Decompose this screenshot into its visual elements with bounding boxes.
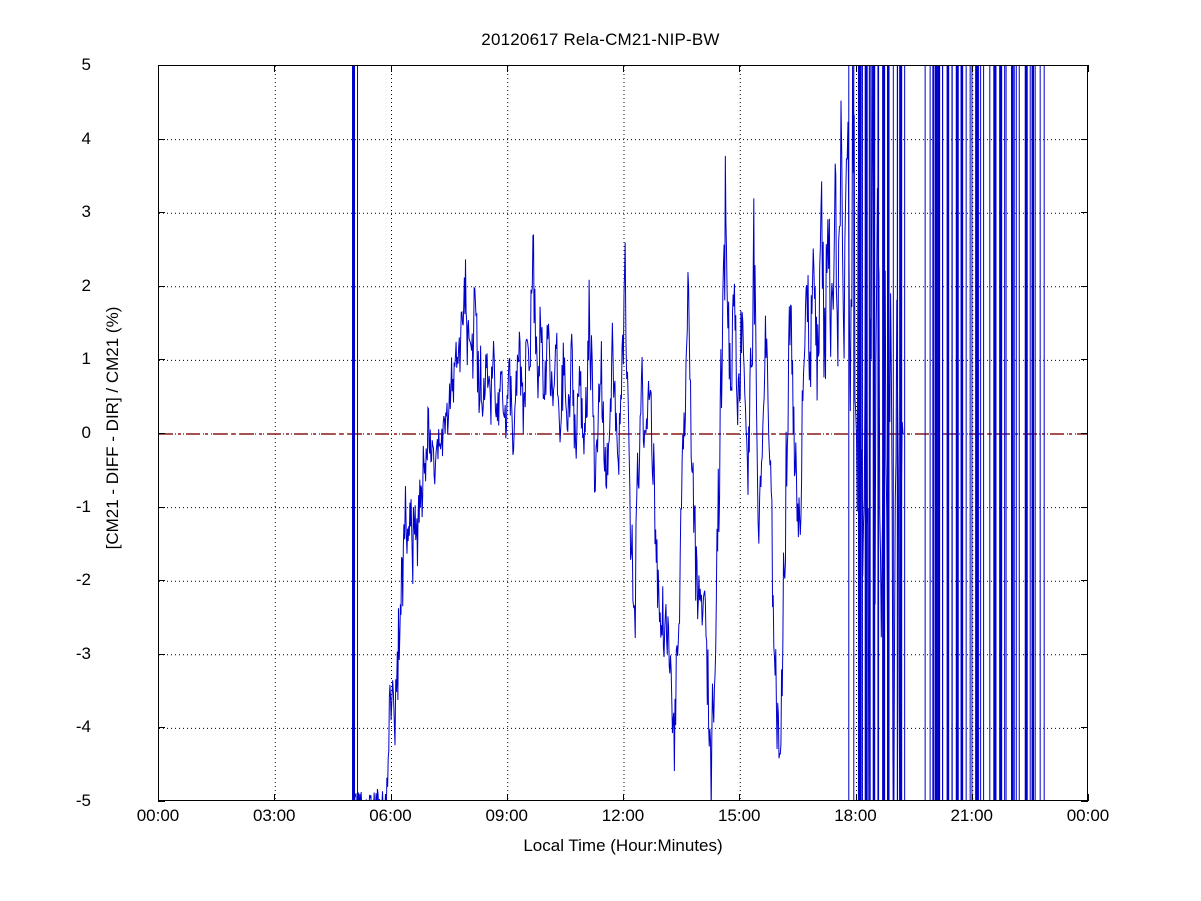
y-tick-mark-right [1081,727,1088,729]
y-tick-label: -1 [75,496,91,516]
plot-svg [159,66,1087,800]
x-tick-mark [1088,794,1089,801]
y-tick-mark [158,433,165,434]
x-tick-label: 12:00 [601,806,645,825]
y-tick-mark-right [1081,65,1088,66]
x-axis-label: Local Time (Hour:Minutes) [523,836,723,855]
x-tick-mark-top [971,65,973,72]
y-tick-mark [158,285,165,287]
x-tick-mark-top [506,65,508,72]
data-series-line [352,66,1045,800]
y-tick-mark-right [1081,580,1088,582]
y-tick-mark [158,138,165,140]
y-tick-mark-right [1081,285,1088,287]
y-tick-label: 1 [81,349,91,369]
page-title: 20120617 Rela-CM21-NIP-BW [481,30,720,49]
x-tick-mark-top [739,65,741,72]
y-tick-mark [158,506,165,508]
y-axis-label: [CM21 - DIFF - DIR] / CM21 (%) [103,306,122,550]
x-tick-mark [390,794,392,801]
x-tick-mark-top [623,65,624,72]
x-tick-label: 18:00 [834,806,877,825]
x-tick-label: 09:00 [485,806,529,825]
x-tick-label: 15:00 [717,806,761,825]
x-tick-mark [274,794,276,801]
y-tick-label: 2 [81,275,91,295]
plot-area [158,65,1088,801]
y-tick-mark [158,580,165,582]
y-tick-label: 3 [81,202,91,222]
y-tick-mark [158,801,165,802]
y-tick-label: 0 [81,423,91,442]
y-tick-label: -5 [75,791,91,810]
y-tick-mark-right [1081,653,1088,655]
x-tick-label: 00:00 [1066,806,1110,825]
y-tick-label: 4 [81,128,91,148]
y-tick-mark-right [1081,138,1088,140]
y-tick-mark [158,727,165,729]
x-tick-label: 03:00 [252,806,296,825]
x-tick-mark [506,794,508,801]
y-tick-mark-right [1081,212,1088,214]
y-tick-label: -4 [75,717,91,737]
x-tick-mark-top [1088,65,1089,72]
x-tick-mark [855,794,857,801]
x-tick-label: 06:00 [369,806,412,825]
y-tick-mark [158,65,165,66]
x-tick-mark-top [158,65,159,72]
y-tick-label: -3 [75,643,91,663]
y-tick-mark-right [1081,433,1088,434]
x-tick-mark-top [390,65,392,72]
y-tick-label: -2 [75,570,91,590]
y-tick-mark-right [1081,506,1088,508]
y-tick-mark-right [1081,359,1088,361]
x-tick-mark [739,794,741,801]
y-tick-mark [158,653,165,655]
y-tick-label: 5 [81,55,91,74]
x-tick-label: 00:00 [136,806,180,825]
x-tick-mark [971,794,973,801]
y-tick-mark-right [1081,801,1088,802]
y-tick-mark [158,359,165,361]
x-tick-label: 21:00 [950,806,994,825]
x-tick-mark [623,794,624,801]
x-tick-mark-top [274,65,276,72]
y-tick-mark [158,212,165,214]
x-tick-mark-top [855,65,857,72]
x-tick-mark [158,794,159,801]
